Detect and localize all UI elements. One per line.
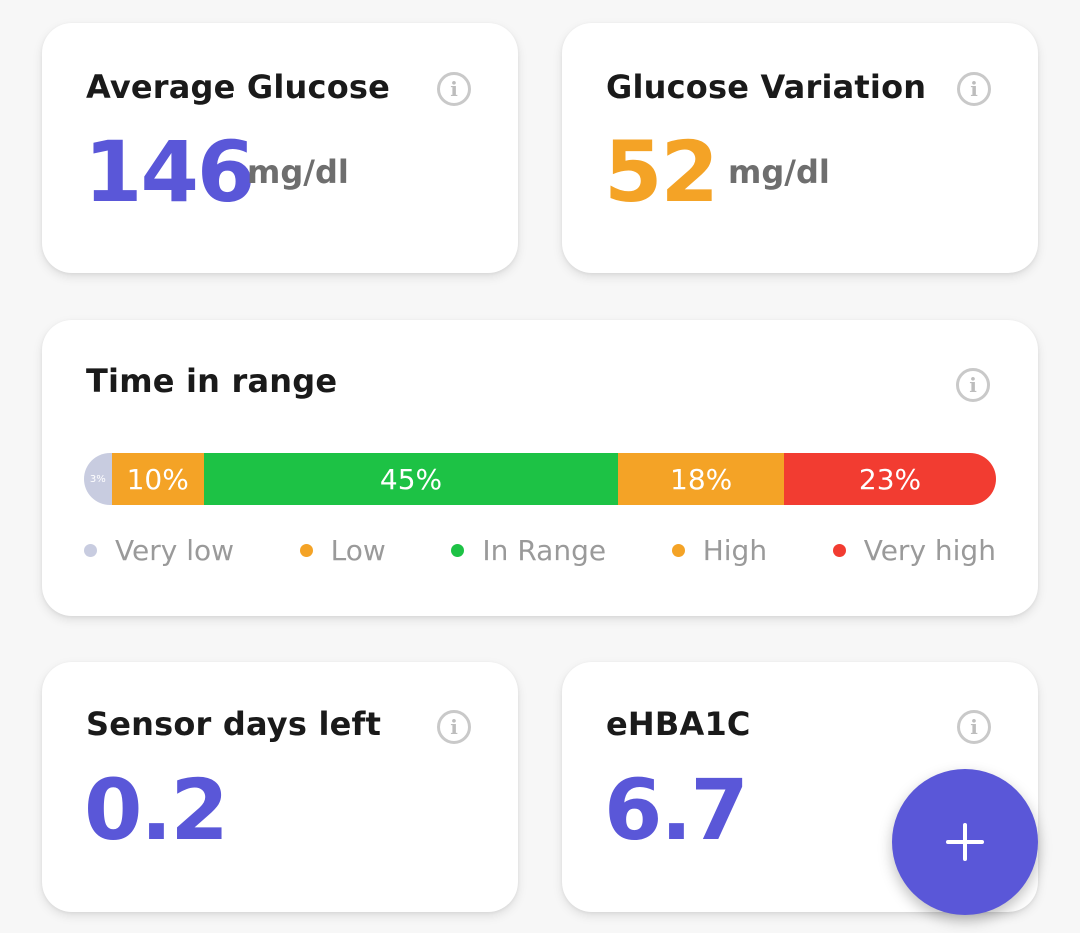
glucose-variation-card: Glucose Variation i 52 mg/dl [562,23,1038,273]
ehba1c-value: 6.7 [604,761,749,859]
info-circle-icon[interactable]: i [437,72,471,106]
info-circle-icon[interactable]: i [437,710,471,744]
legend-label: Very low [115,534,234,567]
segment-very-high: 23% [784,453,996,505]
info-circle-icon[interactable]: i [957,710,991,744]
glucose-variation-title: Glucose Variation [606,68,927,106]
legend-label: Very high [863,534,996,567]
ehba1c-title: eHBA1C [606,705,751,743]
average-glucose-unit: mg/dl [247,153,349,191]
legend-dot [451,544,465,557]
legend-dot [832,544,846,557]
legend-item-very-low: Very low [84,534,234,567]
legend-label: Low [330,534,386,567]
average-glucose-value: 146 [84,123,255,221]
sensor-days-left-card: Sensor days left i 0.2 [42,662,518,912]
time-in-range-legend: Very low Low In Range High Very high [84,534,996,567]
plus-icon [946,823,984,861]
info-circle-icon[interactable]: i [957,72,991,106]
segment-high: 18% [618,453,785,505]
segment-very-low: 3% [84,453,112,505]
legend-dot [671,544,685,557]
glucose-variation-value: 52 [604,123,719,221]
sensor-days-left-title: Sensor days left [86,705,382,743]
legend-item-very-high: Very high [832,534,996,567]
info-circle-icon[interactable]: i [956,368,990,402]
legend-dot [299,544,313,557]
legend-label: High [702,534,768,567]
add-button[interactable] [892,769,1038,915]
legend-item-high: High [671,534,768,567]
legend-label: In Range [482,534,607,567]
legend-item-in-range: In Range [451,534,606,567]
time-in-range-title: Time in range [86,362,338,400]
average-glucose-card: Average Glucose i 146 mg/dl [42,23,518,273]
legend-dot [84,544,97,557]
time-in-range-card: Time in range i 3% 10% 45% 18% 23% Very … [42,320,1038,616]
segment-in-range: 45% [203,453,619,505]
glucose-variation-unit: mg/dl [728,153,830,191]
time-in-range-bar: 3% 10% 45% 18% 23% [84,453,996,505]
segment-low: 10% [111,453,204,505]
average-glucose-title: Average Glucose [86,68,391,106]
sensor-days-left-value: 0.2 [84,761,229,859]
legend-item-low: Low [299,534,386,567]
